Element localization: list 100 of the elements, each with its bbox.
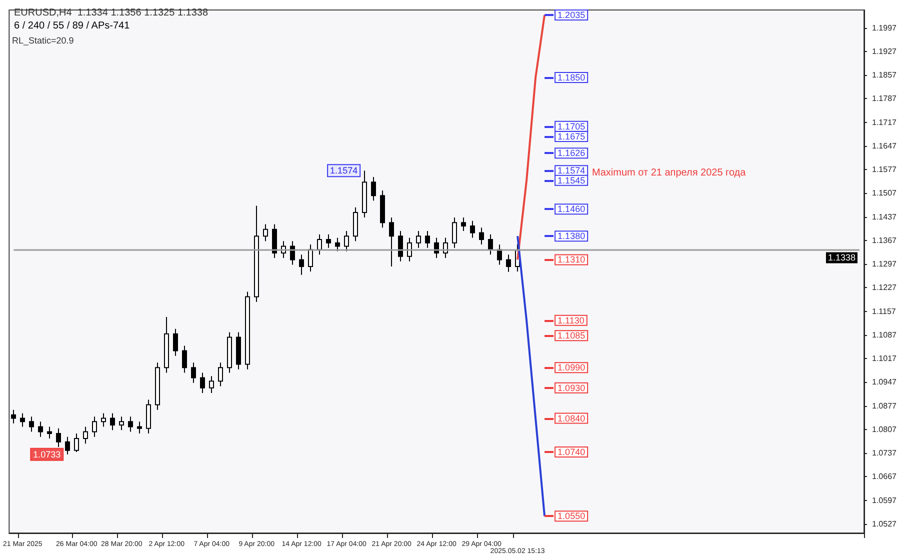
ref-line-label: 1.1675 — [558, 132, 586, 142]
y-tick-label: 1.1017 — [872, 354, 898, 364]
y-tick-label: 1.1577 — [872, 165, 898, 174]
y-tick-label: 1.0737 — [872, 448, 898, 458]
ref-line-label: 1.1310 — [558, 254, 586, 265]
text: 6 / 240 / 55 / 89 / APs-741 — [14, 20, 130, 32]
y-tick-label: 1.1717 — [872, 118, 898, 127]
y-tick-label: 1.1927 — [872, 47, 898, 56]
ref-line-label: 1.2035 — [558, 10, 586, 20]
candlestick — [245, 291, 250, 370]
candlestick — [47, 426, 52, 440]
annotation: RL_Static=20.9 — [12, 36, 74, 46]
ref-line-label: 1.0990 — [558, 362, 586, 373]
candlestick — [74, 432, 79, 453]
candlestick — [254, 205, 259, 302]
candlestick — [146, 399, 151, 434]
ref-line-label: 1.1850 — [558, 72, 586, 82]
candlestick — [308, 244, 313, 272]
y-tick-label: 1.0527 — [872, 519, 898, 528]
y-tick-label: 1.1087 — [872, 330, 898, 340]
candlestick — [461, 217, 466, 232]
y-tick-label: 1.1437 — [872, 212, 898, 222]
candlestick — [209, 376, 214, 394]
ref-line-label: 1.0840 — [558, 413, 586, 424]
candlestick — [380, 190, 385, 228]
ref-line-label: 1.1460 — [558, 204, 586, 214]
y-tick-label: 1.1647 — [872, 141, 898, 150]
candlestick — [479, 227, 484, 246]
candlestick — [200, 372, 205, 394]
y-tick-label: 1.0877 — [872, 401, 898, 410]
y-tick-label: 1.0807 — [872, 424, 898, 434]
candlestick — [20, 412, 25, 428]
candlestick — [191, 362, 196, 384]
candlestick — [416, 230, 421, 248]
line-series — [516, 14, 546, 261]
candlestick — [290, 240, 295, 266]
line-series — [516, 235, 546, 518]
y-tick-label: 1.1997 — [872, 23, 898, 32]
candlestick — [164, 316, 169, 374]
candlestick — [353, 206, 358, 242]
y-tick-label: 1.0947 — [872, 378, 898, 387]
candlestick — [83, 426, 88, 444]
candlestick — [326, 234, 331, 248]
candlestick — [506, 254, 511, 272]
ref-line-label: 1.0550 — [558, 511, 586, 522]
y-tick-label: 1.1227 — [872, 283, 898, 292]
candlestick — [344, 230, 349, 252]
candlestick — [470, 220, 475, 238]
ref-line-label: 1.1380 — [558, 231, 586, 242]
ref-line-label: 1.1545 — [558, 175, 586, 186]
candlestick — [119, 416, 124, 431]
ref-line-label: 1.1574 — [558, 166, 586, 176]
candlestick — [299, 254, 304, 276]
candlestick — [101, 412, 106, 428]
annotation: Maximum от 21 апреля 2025 года — [592, 168, 746, 178]
y-tick-label: 1.1857 — [872, 70, 898, 80]
candlestick — [488, 234, 493, 256]
candlestick — [173, 328, 178, 356]
candlestick — [272, 224, 277, 259]
y-tick-label: 1.1787 — [872, 94, 898, 104]
candlestick — [92, 416, 97, 438]
y-tick-label: 1.1157 — [872, 306, 896, 316]
candlestick — [137, 421, 142, 434]
ref-line-label: 1.1705 — [558, 121, 586, 132]
candlestick — [56, 428, 61, 448]
candlestick — [182, 345, 187, 374]
ref-line-label: 1.1130 — [558, 315, 584, 326]
annotation: 1.1574 — [330, 166, 358, 176]
candlestick — [227, 332, 232, 374]
y-tick-label: 1.0597 — [872, 496, 898, 505]
annotation: 1.0733 — [33, 449, 61, 460]
ref-line-label: 1.1338 — [828, 252, 856, 263]
candlestick — [155, 362, 160, 410]
candlestick — [335, 237, 340, 252]
candlestick — [263, 224, 268, 242]
candlestick — [407, 237, 412, 262]
candlestick — [398, 230, 403, 262]
candlestick — [236, 332, 241, 370]
ref-line-label: 1.1085 — [558, 330, 586, 341]
candlestick — [110, 412, 115, 431]
candlestick — [218, 362, 223, 387]
candlestick — [362, 170, 367, 218]
y-tick-label: 1.1297 — [872, 260, 898, 269]
candlestick — [65, 436, 70, 455]
candlestick — [29, 416, 34, 432]
y-tick-label: 1.1367 — [872, 236, 898, 245]
ref-line-label: 1.1626 — [558, 148, 586, 158]
candlestick — [452, 217, 457, 248]
candlestick — [371, 176, 376, 202]
chart-title: EURUSD,H4 1.1334 1.1356 1.1325 1.1338 — [14, 8, 208, 18]
candlestick — [317, 234, 322, 256]
candlestick — [38, 421, 43, 438]
y-tick-label: 1.0667 — [872, 472, 898, 482]
ref-line-label: 1.0740 — [558, 447, 586, 458]
ref-line-label: 1.0930 — [558, 382, 586, 393]
candlestick — [389, 217, 394, 267]
candlestick — [128, 416, 133, 432]
y-tick-label: 1.1507 — [872, 188, 898, 198]
candlestick — [425, 230, 430, 248]
candlestick — [11, 409, 16, 424]
